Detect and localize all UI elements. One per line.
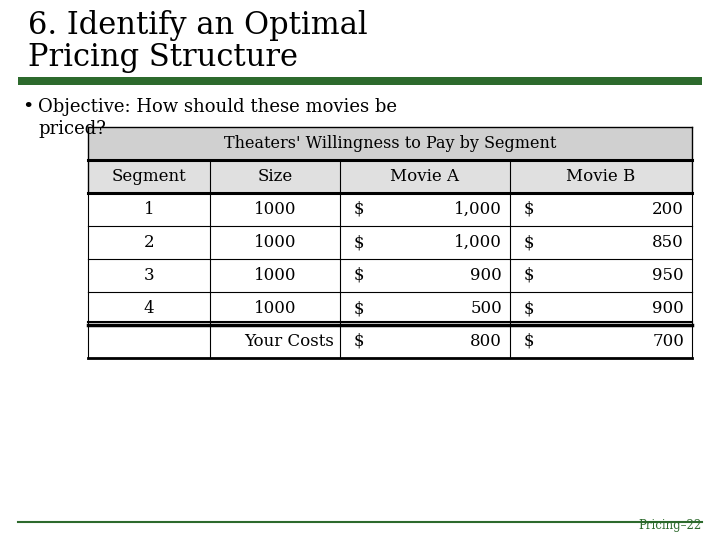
Text: 3: 3 — [144, 267, 154, 284]
Bar — [88, 193, 692, 226]
Text: 1000: 1000 — [253, 234, 296, 251]
Bar — [18, 77, 702, 85]
Text: Movie A: Movie A — [390, 168, 459, 185]
Text: $: $ — [354, 300, 364, 317]
Text: 700: 700 — [652, 333, 684, 350]
Bar — [88, 127, 692, 160]
Text: Pricing Structure: Pricing Structure — [28, 42, 298, 73]
Text: 950: 950 — [652, 267, 684, 284]
Text: 200: 200 — [652, 201, 684, 218]
Bar — [88, 325, 692, 358]
Text: 1,000: 1,000 — [454, 201, 502, 218]
Text: 1000: 1000 — [253, 300, 296, 317]
Text: priced?: priced? — [38, 120, 106, 138]
Text: $: $ — [524, 201, 534, 218]
Text: 850: 850 — [652, 234, 684, 251]
Text: $: $ — [524, 333, 534, 350]
Text: $: $ — [354, 234, 364, 251]
Text: 4: 4 — [144, 300, 154, 317]
Text: 1000: 1000 — [253, 267, 296, 284]
Text: 800: 800 — [470, 333, 502, 350]
Text: Your Costs: Your Costs — [244, 333, 334, 350]
Text: $: $ — [524, 267, 534, 284]
Text: 500: 500 — [470, 300, 502, 317]
Text: 1: 1 — [144, 201, 154, 218]
Text: •: • — [22, 98, 33, 116]
Text: Segment: Segment — [112, 168, 186, 185]
Text: $: $ — [354, 267, 364, 284]
Text: 2: 2 — [144, 234, 154, 251]
Text: 900: 900 — [470, 267, 502, 284]
Text: 900: 900 — [652, 300, 684, 317]
Text: 6. Identify an Optimal: 6. Identify an Optimal — [28, 10, 368, 41]
Text: Pricing–22: Pricing–22 — [639, 519, 702, 532]
Text: Movie B: Movie B — [567, 168, 636, 185]
Text: $: $ — [524, 300, 534, 317]
Bar — [88, 292, 692, 325]
Text: Objective: How should these movies be: Objective: How should these movies be — [38, 98, 397, 116]
Text: $: $ — [524, 234, 534, 251]
Text: Theaters' Willingness to Pay by Segment: Theaters' Willingness to Pay by Segment — [224, 135, 556, 152]
Text: 1,000: 1,000 — [454, 234, 502, 251]
Bar — [88, 259, 692, 292]
Bar — [88, 226, 692, 259]
Bar — [88, 160, 692, 193]
Text: $: $ — [354, 201, 364, 218]
Text: 1000: 1000 — [253, 201, 296, 218]
Text: Size: Size — [257, 168, 292, 185]
Text: $: $ — [354, 333, 364, 350]
